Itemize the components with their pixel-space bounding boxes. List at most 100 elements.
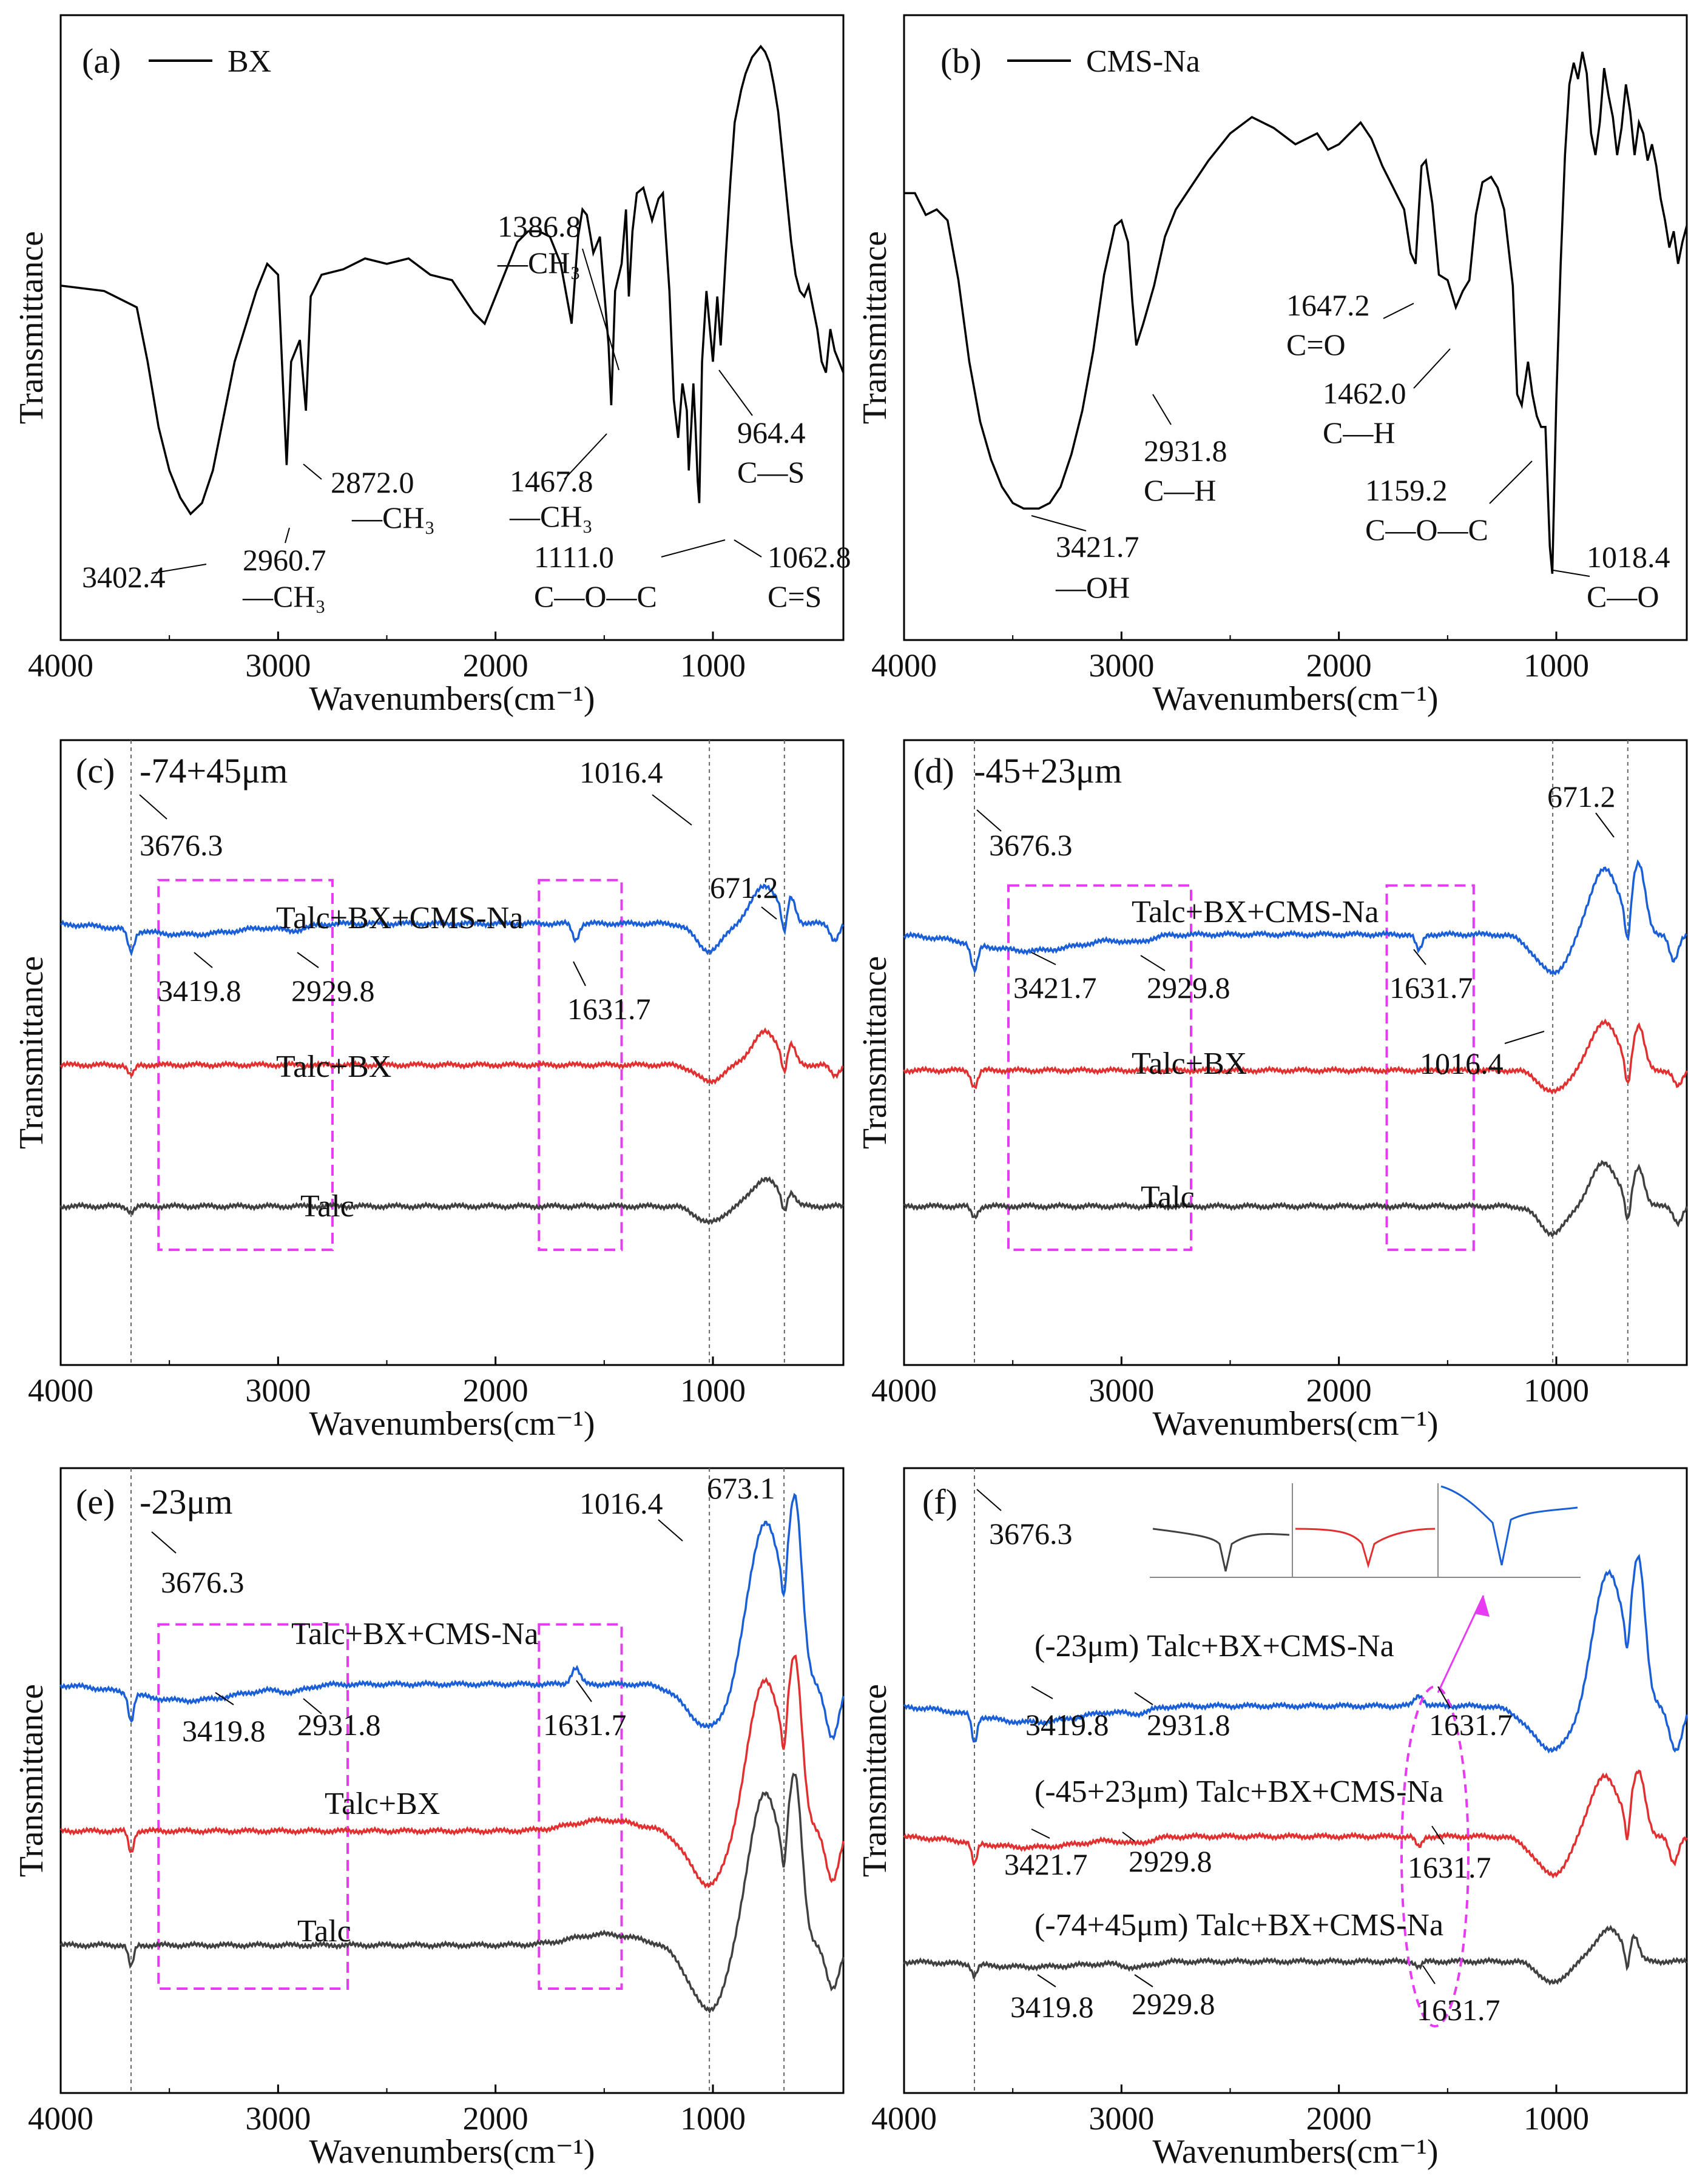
ann-a-1386: 1386.8 bbox=[498, 209, 581, 243]
arrow-e-1016 bbox=[658, 1519, 683, 1542]
panel-b-ylabel: Transmittance bbox=[856, 231, 894, 424]
panel-c-ylabel: Transmittance bbox=[13, 956, 50, 1149]
panel-b-annotations bbox=[1031, 303, 1590, 577]
panel-d-vlines bbox=[973, 740, 1629, 1365]
ann-d-3676: 3676.3 bbox=[989, 828, 1073, 862]
panel-a: (a) BX Transmittance Wavenumbers(cm⁻¹) 4… bbox=[13, 14, 851, 718]
xtick-label: 4000 bbox=[28, 2100, 93, 2137]
inset-curve-blue bbox=[1440, 1485, 1578, 1566]
ann-b-1018: 1018.4 bbox=[1587, 540, 1670, 574]
panel-d-ticks: 4000 3000 2000 1000 bbox=[871, 1357, 1589, 1409]
highlight-box bbox=[1385, 884, 1475, 1252]
series-line-3 bbox=[59, 1772, 845, 2014]
panel-c-series2-label: Talc+BX bbox=[276, 1050, 391, 1084]
xtick-label: 4000 bbox=[871, 2100, 937, 2137]
xtick-label: 3000 bbox=[245, 647, 311, 684]
ann-a-2960-assign: —CH₃ bbox=[242, 579, 326, 613]
panel-d-label: (d) bbox=[913, 751, 954, 790]
panel-d-series3-label: Talc bbox=[1141, 1180, 1195, 1215]
ann-b-1159: 1159.2 bbox=[1365, 473, 1448, 507]
arrow-f-1631-mid bbox=[1431, 1825, 1445, 1845]
ann-e-673: 673.1 bbox=[707, 1471, 775, 1505]
ann-a-1111-assign: C—O—C bbox=[534, 579, 657, 613]
arrow-b-3421 bbox=[1031, 515, 1087, 531]
arrow-f-3676 bbox=[976, 1489, 1002, 1511]
panel-f-series3-label: (-74+45μm) Talc+BX+CMS-Na bbox=[1035, 1908, 1443, 1943]
xtick-label: 1000 bbox=[680, 2100, 746, 2137]
arrow-a-1467 bbox=[564, 433, 607, 480]
panel-d-xlabel: Wavenumbers(cm⁻¹) bbox=[1153, 1405, 1439, 1443]
arrow-f-1631-bot bbox=[1422, 1965, 1436, 1984]
xtick-label: 3000 bbox=[1089, 1372, 1154, 1409]
arrow-a-2872 bbox=[303, 463, 322, 480]
ann-e-3676: 3676.3 bbox=[161, 1565, 245, 1599]
arrow-e-3419 bbox=[215, 1692, 234, 1705]
xtick-label: 3000 bbox=[1089, 2100, 1154, 2137]
panel-a-ticks: 4000 3000 2000 1000 bbox=[28, 632, 746, 684]
arrow-a-2960 bbox=[285, 527, 290, 544]
ann-a-3402: 3402.4 bbox=[82, 560, 166, 594]
arrow-a-1062 bbox=[734, 539, 762, 558]
panel-d-series1-label: Talc+BX+CMS-Na bbox=[1132, 895, 1379, 929]
xtick-label: 2000 bbox=[1306, 2100, 1372, 2137]
panel-b-xlabel: Wavenumbers(cm⁻¹) bbox=[1153, 680, 1439, 718]
panel-d-frame bbox=[903, 739, 1688, 1366]
panel-c-ticks: 4000 3000 2000 1000 bbox=[28, 1357, 746, 1409]
panel-c-size: -74+45μm bbox=[140, 751, 288, 790]
ann-f-1631-top: 1631.7 bbox=[1429, 1708, 1513, 1742]
panel-b-frame bbox=[903, 14, 1688, 641]
ann-d-3421: 3421.7 bbox=[1013, 971, 1097, 1005]
ann-b-1018-assign: C—O bbox=[1587, 579, 1659, 613]
arrow-b-1018 bbox=[1553, 570, 1590, 577]
ann-c-671: 671.2 bbox=[710, 871, 778, 905]
panel-e-series2-label: Talc+BX bbox=[325, 1787, 440, 1821]
ann-e-1631: 1631.7 bbox=[543, 1708, 627, 1742]
panel-f-ylabel: Transmittance bbox=[856, 1684, 894, 1877]
arrow-c-1631 bbox=[573, 961, 586, 986]
panel-a-legend-text: BX bbox=[228, 44, 271, 79]
xtick-label: 4000 bbox=[871, 1372, 937, 1409]
panel-f-series2-label: (-45+23μm) Talc+BX+CMS-Na bbox=[1035, 1774, 1443, 1809]
panel-b-label: (b) bbox=[940, 41, 982, 81]
arrow-c-3419 bbox=[194, 952, 213, 968]
xtick-label: 2000 bbox=[1306, 1372, 1372, 1409]
xtick-label: 4000 bbox=[28, 1372, 93, 1409]
panel-e-frame bbox=[59, 1467, 845, 2094]
arrow-d-671 bbox=[1595, 812, 1615, 838]
xtick-label: 1000 bbox=[680, 647, 746, 684]
panel-c-xlabel: Wavenumbers(cm⁻¹) bbox=[309, 1405, 595, 1443]
panel-f-highlight-ellipse bbox=[1400, 1685, 1470, 2027]
panel-a-ylabel: Transmittance bbox=[13, 231, 50, 424]
panel-e-series1-label: Talc+BX+CMS-Na bbox=[291, 1617, 538, 1651]
ann-c-2929: 2929.8 bbox=[291, 974, 375, 1008]
panel-e-ticks: 4000 3000 2000 1000 bbox=[28, 2085, 746, 2137]
arrow-f-1631-top bbox=[1437, 1686, 1451, 1708]
series-line-2 bbox=[59, 1654, 845, 1889]
ann-e-3419: 3419.8 bbox=[182, 1714, 266, 1748]
arrow-f-3419-top bbox=[1031, 1686, 1053, 1699]
ann-f-3419-top: 3419.8 bbox=[1025, 1708, 1109, 1742]
arrow-a-1386 bbox=[582, 248, 619, 371]
panel-f-series bbox=[903, 1554, 1688, 1986]
ann-f-2931-top: 2931.8 bbox=[1147, 1708, 1230, 1742]
panel-e-series bbox=[59, 1492, 845, 2014]
arrow-b-1462 bbox=[1413, 348, 1451, 389]
xtick-label: 2000 bbox=[1306, 647, 1372, 684]
series-line-1 bbox=[903, 859, 1687, 976]
xtick-label: 3000 bbox=[245, 1372, 311, 1409]
ann-e-2931: 2931.8 bbox=[297, 1708, 381, 1742]
xtick-label: 1000 bbox=[680, 1372, 746, 1409]
arrow-c-671 bbox=[761, 906, 777, 920]
ann-f-1631-bot: 1631.7 bbox=[1417, 1993, 1500, 2027]
panel-a-annotations bbox=[151, 248, 762, 574]
panel-b-series-cmsna bbox=[904, 52, 1688, 574]
arrow-f-2931-top bbox=[1134, 1692, 1153, 1705]
ann-d-1016: 1016.4 bbox=[1420, 1046, 1504, 1080]
panel-f-inset bbox=[1150, 1483, 1581, 1578]
panel-a-xlabel: Wavenumbers(cm⁻¹) bbox=[309, 680, 595, 718]
ann-f-3421-mid: 3421.7 bbox=[1004, 1847, 1088, 1881]
panel-d-series bbox=[903, 859, 1688, 1238]
arrow-c-3676 bbox=[139, 794, 167, 820]
arrow-c-1016 bbox=[652, 794, 692, 826]
